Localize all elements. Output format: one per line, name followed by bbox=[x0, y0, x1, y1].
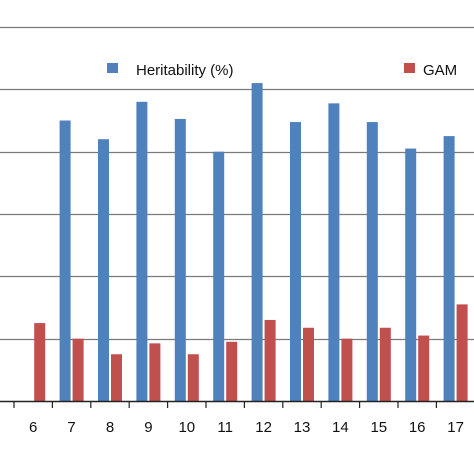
bar-heritability-8 bbox=[98, 139, 109, 401]
x-tick-labels: 6789101112131415161718 bbox=[29, 419, 464, 436]
x-tick-label-7: 7 bbox=[67, 419, 75, 436]
x-tick-label-11: 11 bbox=[217, 419, 233, 436]
x-tick-label-13: 13 bbox=[294, 419, 311, 436]
x-tick-label-8: 8 bbox=[106, 419, 114, 436]
x-tick-label-12: 12 bbox=[255, 419, 272, 436]
bar-heritability-7 bbox=[59, 120, 71, 401]
legend-swatch-heritability bbox=[107, 63, 118, 73]
x-tick-label-6: 6 bbox=[29, 419, 37, 436]
bar-heritability-13 bbox=[290, 122, 301, 401]
x-tick-label-17: 17 bbox=[447, 419, 464, 436]
bar-gam-15 bbox=[379, 327, 391, 401]
gridlines bbox=[0, 26, 474, 341]
x-tick-label-10: 10 bbox=[178, 419, 195, 436]
bar-gam-7 bbox=[72, 338, 84, 401]
x-axis bbox=[0, 400, 474, 408]
bar-gam-9 bbox=[149, 343, 161, 401]
bar-heritability-15 bbox=[366, 122, 378, 401]
legend-swatch-gam bbox=[404, 63, 415, 73]
bar-gam-16 bbox=[418, 335, 430, 401]
x-tick-label-16: 16 bbox=[409, 419, 426, 436]
bar-heritability-10 bbox=[174, 118, 186, 402]
bar-gam-6 bbox=[34, 323, 46, 401]
bars bbox=[34, 83, 468, 402]
bar-heritability-9 bbox=[136, 101, 148, 402]
bar-gam-8 bbox=[111, 354, 122, 401]
bar-heritability-11 bbox=[213, 151, 225, 401]
bar-gam-17 bbox=[456, 304, 468, 401]
x-tick-label-15: 15 bbox=[370, 419, 387, 436]
bar-heritability-12 bbox=[251, 83, 263, 401]
x-tick-label-9: 9 bbox=[144, 419, 152, 436]
bar-heritability-17 bbox=[443, 136, 455, 402]
bar-heritability-14 bbox=[328, 103, 340, 401]
bar-gam-13 bbox=[303, 327, 314, 401]
x-tick-label-14: 14 bbox=[332, 419, 349, 436]
bar-heritability-16 bbox=[405, 148, 417, 401]
bar-gam-14 bbox=[341, 338, 353, 401]
legend-label-heritability: Heritability (%) bbox=[136, 62, 234, 79]
legend: Heritability (%) GAM bbox=[107, 62, 457, 79]
bar-gam-11 bbox=[226, 341, 238, 401]
bar-gam-10 bbox=[187, 354, 199, 401]
legend-label-gam: GAM bbox=[423, 62, 457, 79]
bar-gam-12 bbox=[264, 319, 276, 401]
